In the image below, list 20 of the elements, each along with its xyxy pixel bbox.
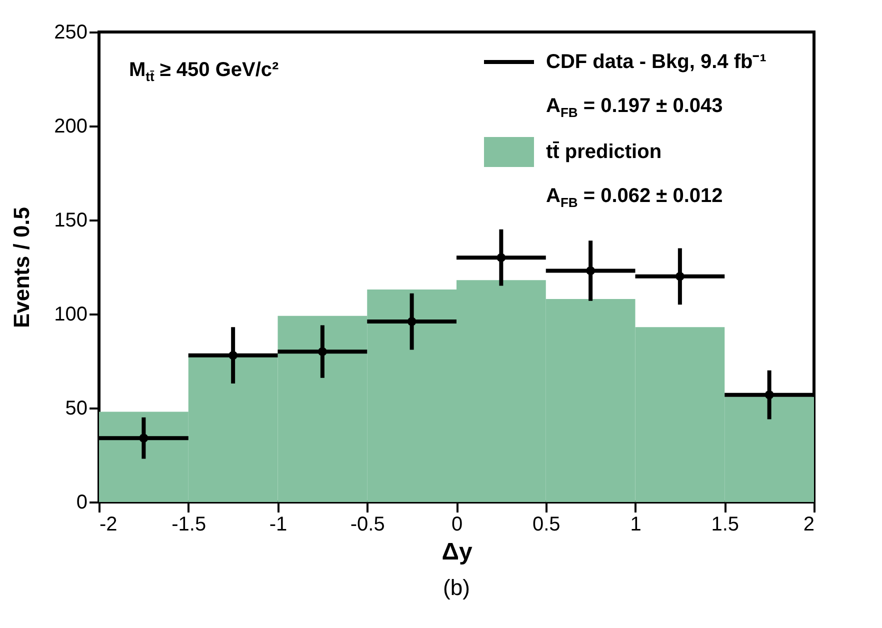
x-tick-label: -1.5 bbox=[172, 514, 206, 536]
y-tick-label: 200 bbox=[54, 116, 88, 138]
y-tick-label: 150 bbox=[54, 210, 88, 232]
text: (b) bbox=[443, 575, 470, 600]
x-tick-label: 0.5 bbox=[532, 514, 560, 536]
y-tick-label: 100 bbox=[54, 304, 88, 326]
y-tick-label: 50 bbox=[65, 398, 88, 420]
x-tick-label: 2 bbox=[803, 514, 814, 536]
x-tick-label: 0 bbox=[451, 514, 463, 536]
x-axis-title: Δy bbox=[442, 538, 473, 566]
x-tick-label: -0.5 bbox=[350, 514, 385, 536]
y-tick-label: 250 bbox=[54, 22, 88, 44]
x-tick-label: 1 bbox=[630, 514, 642, 536]
x-tick-label: -1 bbox=[269, 514, 288, 536]
legend-label: CDF data - Bkg, 9.4 fb⁻¹ bbox=[546, 51, 767, 73]
y-axis-title: Events / 0.5 bbox=[9, 206, 34, 328]
x-tick-label: 1.5 bbox=[711, 514, 740, 536]
y-tick-label: 0 bbox=[76, 492, 88, 514]
legend-label: tt̄ prediction bbox=[546, 141, 662, 163]
x-tick-label: -2 bbox=[100, 514, 118, 536]
